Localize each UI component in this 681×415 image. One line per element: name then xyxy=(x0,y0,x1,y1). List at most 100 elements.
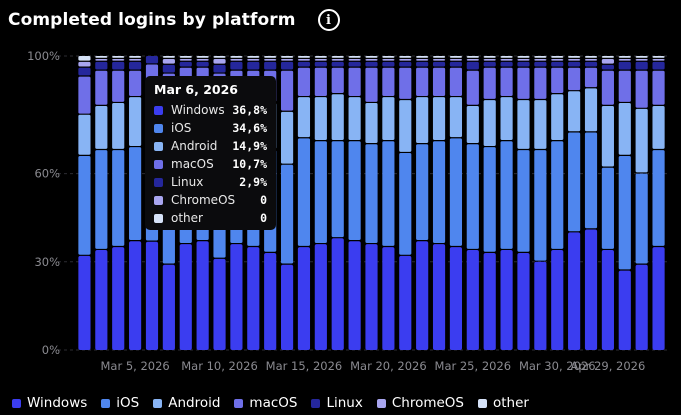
bar-segment-linux xyxy=(584,61,598,67)
bar-segment-chromeos xyxy=(78,61,91,67)
bar-mar-31-2026 xyxy=(568,56,581,350)
legend-item-chromeos[interactable]: ChromeOS xyxy=(376,395,464,411)
bar-segment-windows xyxy=(601,250,614,350)
bar-segment-android xyxy=(432,97,446,141)
bar-segment-android xyxy=(314,97,327,141)
tooltip-row: ChromeOS 0 xyxy=(154,191,267,209)
bar-mar-21-2026 xyxy=(399,56,412,350)
bar-segment-linux xyxy=(145,56,159,64)
bar-segment-ios xyxy=(652,150,665,246)
bar-apr-1-2026 xyxy=(584,56,598,350)
bar-segment-ios xyxy=(78,155,91,255)
bar-segment-linux xyxy=(568,61,581,67)
bar-segment-windows xyxy=(652,247,665,350)
bar-segment-chromeos xyxy=(112,58,125,61)
bar-segment-linux xyxy=(112,61,125,70)
bar-segment-ios xyxy=(314,141,327,243)
info-icon[interactable]: i xyxy=(317,9,340,31)
bar-segment-other xyxy=(314,56,327,58)
tooltip-swatch xyxy=(154,105,163,115)
bar-segment-other xyxy=(247,56,260,58)
bar-segment-macos xyxy=(416,67,429,96)
bar-segment-ios xyxy=(483,147,496,252)
bar-mar-29-2026 xyxy=(534,56,547,350)
bar-segment-macos xyxy=(331,67,344,94)
legend-swatch xyxy=(101,398,111,408)
bar-apr-29-2026 xyxy=(601,56,614,350)
x-tick-label: Apr 29, 2026 xyxy=(571,359,646,373)
legend-swatch xyxy=(234,398,244,408)
bar-segment-macos xyxy=(365,67,378,102)
bar-segment-chromeos xyxy=(331,58,344,61)
bar-segment-other xyxy=(534,56,547,58)
bar-segment-linux xyxy=(449,61,463,67)
y-tick-label: 0% xyxy=(42,343,60,357)
bar-segment-ios xyxy=(517,150,530,252)
bar-segment-ios xyxy=(95,150,108,249)
bar-segment-macos xyxy=(483,67,496,99)
bar-segment-macos xyxy=(78,76,91,114)
bar-segment-linux xyxy=(365,61,378,67)
legend-label: iOS xyxy=(116,395,140,411)
bar-segment-linux xyxy=(432,61,446,67)
bar-segment-android xyxy=(483,100,496,146)
bar-segment-chromeos xyxy=(432,58,446,61)
bar-segment-macos xyxy=(449,67,463,96)
bar-segment-other xyxy=(466,56,479,58)
bar-segment-ios xyxy=(618,155,631,270)
legend-label: Linux xyxy=(326,395,363,411)
bar-segment-macos xyxy=(584,67,598,88)
bar-segment-macos xyxy=(652,70,665,105)
bar-segment-chromeos xyxy=(280,58,294,61)
bar-segment-windows xyxy=(399,255,412,350)
bar-segment-macos xyxy=(466,70,479,105)
bar-segment-windows xyxy=(416,241,429,350)
bar-segment-android xyxy=(551,94,564,141)
bar-segment-other xyxy=(365,56,378,58)
x-tick-label: Mar 20, 2026 xyxy=(350,359,427,373)
tooltip-swatch xyxy=(154,159,163,169)
tooltip-row: macOS 10,7% xyxy=(154,155,267,173)
bar-segment-android xyxy=(382,97,395,141)
legend-item-linux[interactable]: Linux xyxy=(311,395,363,411)
bar-segment-windows xyxy=(129,241,142,350)
legend-item-ios[interactable]: iOS xyxy=(101,395,139,411)
bar-segment-android xyxy=(584,88,598,132)
bar-segment-ios xyxy=(466,144,479,249)
bar-segment-macos xyxy=(129,70,142,96)
bar-segment-android xyxy=(365,103,378,143)
tooltip-series-name: Windows xyxy=(171,103,225,117)
tooltip-date: Mar 6, 2026 xyxy=(154,82,238,97)
bar-segment-android xyxy=(280,111,294,164)
bar-segment-windows xyxy=(145,241,159,350)
bar-segment-linux xyxy=(500,61,513,67)
bar-segment-macos xyxy=(382,67,395,96)
tooltip-swatch xyxy=(154,177,163,187)
bar-segment-linux xyxy=(280,61,294,70)
legend-label: Android xyxy=(168,395,221,411)
bar-segment-macos xyxy=(551,67,564,94)
legend-item-other[interactable]: other xyxy=(478,395,529,411)
bar-segment-linux xyxy=(416,61,429,67)
bar-segment-other xyxy=(196,56,209,58)
bar-segment-windows xyxy=(449,247,463,350)
legend-item-android[interactable]: Android xyxy=(153,395,220,411)
x-tick-label: Mar 30, 2026 xyxy=(519,359,596,373)
tooltip-series-name: Android xyxy=(171,139,218,153)
bar-segment-other xyxy=(500,56,513,58)
bar-segment-other xyxy=(618,56,631,58)
legend-item-windows[interactable]: Windows xyxy=(12,395,87,411)
bar-segment-chromeos xyxy=(162,58,175,64)
legend-item-macos[interactable]: macOS xyxy=(234,395,297,411)
chart-header: Completed logins by platform i xyxy=(8,8,340,32)
bar-segment-windows xyxy=(95,250,108,350)
legend-label: macOS xyxy=(249,395,298,411)
tooltip-swatch xyxy=(154,195,163,205)
bar-mar-24-2026 xyxy=(449,56,463,350)
tooltip-series-value: 10,7% xyxy=(232,157,267,171)
tooltip-series-name: macOS xyxy=(171,157,214,171)
bar-segment-windows xyxy=(264,252,277,350)
bar-segment-windows xyxy=(314,244,327,350)
bar-segment-other xyxy=(280,56,294,58)
bar-segment-chromeos xyxy=(129,58,142,61)
